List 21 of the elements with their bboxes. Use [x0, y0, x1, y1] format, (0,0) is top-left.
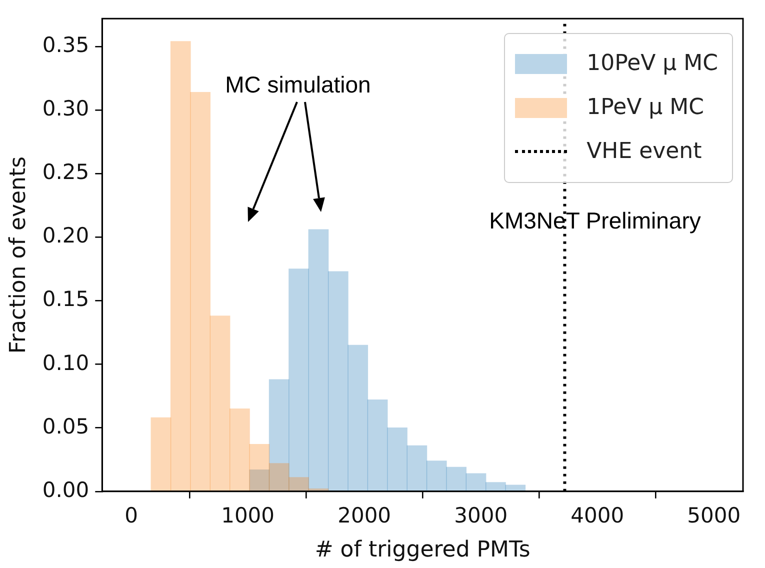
- y-tick-label: 0.30: [42, 96, 90, 121]
- x-axis-title: # of triggered PMTs: [314, 538, 530, 563]
- ref-line-label: VHE event: [586, 139, 702, 164]
- y-tick-label: 0.05: [42, 414, 90, 438]
- y-axis-title: Fraction of events: [6, 156, 31, 354]
- x-tick-label: 2000: [338, 503, 392, 528]
- y-tick-label: 0.10: [42, 350, 90, 375]
- x-tick-label: 4000: [570, 503, 624, 528]
- legend-label: 1PeV μ MC: [586, 95, 704, 120]
- x-tick-label: 1000: [221, 503, 275, 528]
- x-tick-label: 3000: [454, 503, 508, 528]
- y-tick-label: 0.35: [42, 33, 90, 58]
- x-tick-label: 5000: [687, 503, 741, 528]
- x-tick-label: 0: [124, 503, 138, 528]
- y-tick-label: 0.20: [42, 224, 90, 248]
- legend-label: 10PeV μ MC: [586, 51, 718, 76]
- y-tick-label: 0.00: [42, 478, 90, 502]
- annotation: KM3NeT Preliminary: [489, 207, 702, 234]
- y-tick-label: 0.15: [42, 287, 90, 312]
- y-tick-label: 0.25: [42, 160, 90, 184]
- annotation: MC simulation: [225, 71, 371, 98]
